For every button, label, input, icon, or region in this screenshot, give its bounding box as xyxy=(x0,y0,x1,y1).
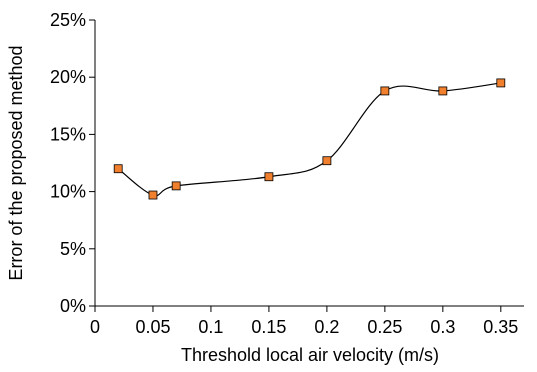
y-tick-label: 10% xyxy=(50,182,86,202)
y-tick-label: 25% xyxy=(50,10,86,30)
data-point xyxy=(322,156,332,166)
data-point xyxy=(113,164,123,174)
data-point xyxy=(148,190,158,200)
plot-area: 0%5%10%15%20%25% 0 0.05 0.1 0.15 0.2 0.25 0.3 0… xyxy=(50,10,524,337)
series-line xyxy=(117,82,501,197)
x-tick-label: 0.15 xyxy=(251,317,286,337)
series-markers xyxy=(113,78,506,200)
data-point xyxy=(380,86,390,96)
x-tick-label: 0.05 xyxy=(135,317,170,337)
x-axis-ticks: 0 0.05 0.1 0.15 0.2 0.25 0.3 0.35 xyxy=(90,306,518,337)
data-point xyxy=(496,78,506,88)
x-tick-label: 0.3 xyxy=(430,317,455,337)
x-tick-label: 0.1 xyxy=(198,317,223,337)
x-tick-label: 0.25 xyxy=(367,317,402,337)
y-axis-ticks: 0% 5% 10% 15% 20% 25% xyxy=(50,10,95,316)
y-tick-label: 15% xyxy=(50,124,86,144)
data-point xyxy=(171,181,181,191)
x-tick-label: 0.2 xyxy=(314,317,339,337)
data-point xyxy=(264,172,274,182)
y-axis-title: Error of the proposed method xyxy=(6,45,26,280)
y-tick-label: 5% xyxy=(60,239,86,259)
y-tick-label: 0% xyxy=(60,296,86,316)
y-tick-label: 20% xyxy=(50,67,86,87)
x-tick-label: 0 xyxy=(90,317,100,337)
x-tick-label: 0.35 xyxy=(483,317,518,337)
x-axis-title: Threshold local air velocity (m/s) xyxy=(181,345,439,365)
data-point xyxy=(438,86,448,96)
